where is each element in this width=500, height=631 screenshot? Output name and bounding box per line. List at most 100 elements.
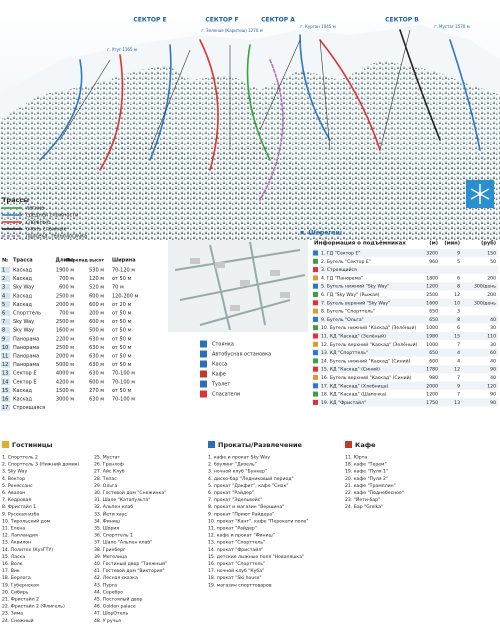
- list-item: 33. Йети хаус: [94, 510, 127, 517]
- table-cell: 70-100 м: [112, 397, 135, 403]
- list-item: 10. Тирольский дом: [2, 517, 51, 524]
- table-cell: 17: [2, 405, 8, 411]
- list-item: 16. прокат "Спорттель": [208, 561, 265, 567]
- section-icon: [345, 441, 352, 448]
- table-cell: 16: [2, 397, 8, 403]
- lift-badge: [313, 341, 318, 347]
- table-cell: 600: [429, 358, 438, 364]
- table-cell: от 50 м: [112, 311, 132, 317]
- table-cell: 2: [2, 276, 5, 282]
- table-cell: 1780: [426, 367, 438, 373]
- lift-name: 17. КД "Каскад" (Хлебница): [321, 383, 389, 389]
- lift-name: 10. Бугель нижний "Каскад" (Зелёный): [321, 324, 417, 331]
- lift-name: 1. ГД "Сектор Е": [321, 251, 361, 257]
- lift-row-bg: [312, 298, 498, 307]
- table-cell: Сектор Е: [13, 371, 36, 377]
- lift-row-bg: [312, 323, 498, 332]
- list-item: 14. Политех (КузГТУ): [2, 547, 53, 553]
- table-cell: 1600 м: [56, 328, 74, 334]
- list-item: 30. Гостевой дом "Снежинка": [94, 489, 166, 496]
- list-item: 17. Вик: [2, 568, 20, 574]
- lift-badge: [313, 391, 318, 397]
- list-item: 18. прокат "Ski house": [208, 575, 262, 581]
- list-item: 24. Бар "Grelka": [345, 504, 383, 510]
- list-item: 34. Финиш: [94, 518, 120, 524]
- lift-row-bg: [312, 265, 498, 274]
- table-cell: от 20 м: [112, 302, 132, 308]
- table-cell: 6: [457, 325, 460, 331]
- list-item: 1. кафе и прокат Sky Way: [208, 455, 270, 461]
- list-item: 6. прокат "Райдер": [208, 489, 254, 496]
- table-cell: 1000: [426, 325, 438, 331]
- lift-name: 13. КД "Спорттель": [321, 350, 368, 356]
- trail-badge: [1, 387, 10, 394]
- icon-label: Кафе: [212, 372, 226, 378]
- lift-name: 16. Бугель верхний "Каскад" (Синий): [321, 374, 412, 381]
- table-cell: 40: [490, 358, 496, 364]
- table-cell: 1600: [426, 300, 438, 306]
- legend-label: легкие: [26, 206, 44, 212]
- table-cell: 15: [2, 388, 8, 394]
- lift-badge: [313, 308, 318, 314]
- list-item: 14. прокат "Фристайл": [208, 546, 263, 553]
- table-cell: 3200: [426, 251, 438, 257]
- table-cell: Каскад: [13, 388, 32, 394]
- list-item: 11. прокат "Райдер": [208, 525, 257, 532]
- table-cell: 630 м: [89, 354, 104, 360]
- table-cell: 9: [457, 383, 460, 389]
- icon-label: Автобусная остановка: [212, 352, 271, 358]
- section-title: Кафе: [355, 441, 376, 449]
- lift-badge: [313, 333, 318, 339]
- table-cell: 700 м: [59, 276, 74, 282]
- village-plan: п. Шерегеш: [168, 230, 342, 332]
- table-cell: Панорама: [13, 362, 39, 368]
- trail-badge: [1, 361, 10, 368]
- list-item: 48. У ручья: [94, 618, 121, 624]
- table-cell: 500 м: [89, 328, 104, 334]
- list-item: 31. Шале "Катапульта": [94, 497, 150, 503]
- list-item: 45. Постоялый двор: [94, 596, 143, 603]
- list-item: 8. Фристайл 1: [2, 503, 36, 510]
- list-item: 19. магазин спорттоваров: [208, 582, 272, 588]
- table-cell: 110: [487, 334, 496, 340]
- lift-row-bg: [312, 356, 498, 365]
- list-item: 1. Спорттель 2: [2, 455, 38, 461]
- table-cell: 6: [457, 275, 460, 281]
- table-cell: 1800: [426, 275, 438, 281]
- list-item: 25. Мустаг: [94, 455, 120, 461]
- table-cell: 9: [457, 251, 460, 257]
- table-cell: 5: [457, 259, 460, 265]
- list-item: 39. Метелица: [94, 554, 127, 560]
- table-cell: Спорттель: [13, 311, 41, 317]
- table-cell: 600 м: [89, 293, 104, 299]
- list-item: 7. Кедровая: [2, 497, 31, 503]
- table-cell: 7: [457, 375, 460, 381]
- table-cell: 70-100 м: [112, 379, 135, 385]
- table-cell: 520 м: [89, 285, 104, 291]
- table-cell: 10: [454, 300, 460, 306]
- list-item: 22. Фристайл 2 (Флигель): [2, 603, 65, 610]
- table-cell: 4: [2, 293, 5, 299]
- table-cell: 40: [490, 375, 496, 381]
- table-cell: Sky Way: [13, 319, 34, 325]
- list-item: 23. Зима: [2, 611, 23, 617]
- table-cell: 120-200 м: [112, 293, 138, 299]
- table-cell: 1000: [426, 342, 438, 348]
- lift-row-bg: [312, 307, 498, 316]
- sector-label: СЕКТОР B: [385, 17, 419, 24]
- table-cell: 8: [2, 328, 5, 334]
- table-cell: 14: [2, 379, 8, 385]
- village-label: п. Шерегеш: [300, 230, 342, 237]
- lift-badge: [313, 283, 318, 289]
- lift-row-bg: [312, 398, 498, 407]
- lift-name: 6. ГД "Sky Way" (Рыжая): [321, 292, 380, 298]
- icon-label: Стоянка: [212, 342, 234, 348]
- trail-badge: [1, 275, 10, 282]
- table-cell: Sky Way: [13, 285, 34, 291]
- table-cell: Каскад: [13, 293, 32, 299]
- list-item: 32. Альпен клаб: [94, 504, 133, 510]
- table-cell: 300/день: [474, 300, 496, 306]
- list-item: 4. диско-бар "Ледниковый период": [208, 475, 294, 482]
- table-cell: от 50 м: [112, 362, 132, 368]
- icon: [200, 390, 207, 398]
